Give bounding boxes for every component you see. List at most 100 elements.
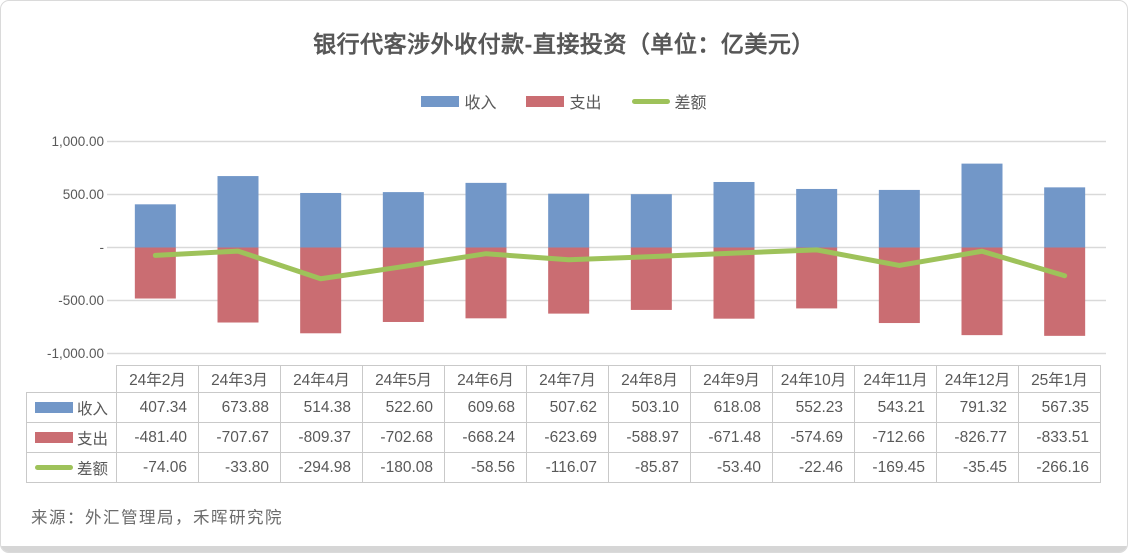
value-cell: -707.67 — [198, 422, 281, 453]
data-table-wrap: 24年2月 24年3月 24年4月 24年5月 24年6月 24年7月 24年8月 24年9月… — [26, 365, 1101, 483]
value-cell: -809.37 — [280, 422, 363, 453]
table-row: 收入 407.34 673.88 514.38 522.60 609.68 507.62 50… — [26, 392, 1101, 423]
value-cell: -180.08 — [362, 452, 445, 483]
expense-bar — [1044, 247, 1086, 336]
month-header-cell: 24年8月 — [608, 365, 691, 393]
value-cell: -33.80 — [198, 452, 281, 483]
income-bar — [134, 204, 176, 248]
value-cell: 522.60 — [362, 392, 445, 423]
value-cell: 791.32 — [936, 392, 1019, 423]
month-header-cell: 24年9月 — [690, 365, 773, 393]
income-bar — [961, 163, 1003, 248]
card-bottom-bar — [1, 546, 1127, 552]
value-cell: -53.40 — [690, 452, 773, 483]
line-swatch-icon — [34, 465, 73, 470]
value-cell: -22.46 — [772, 452, 855, 483]
income-bar — [796, 188, 838, 248]
value-cell: -74.06 — [116, 452, 199, 483]
bar-swatch-icon — [34, 402, 73, 413]
table-row: 差额 -74.06 -33.80 -294.98 -180.08 -58.56 -116.0… — [26, 452, 1101, 483]
balance-swatch-icon — [631, 98, 670, 104]
expense-bar — [382, 247, 424, 322]
income-bar — [382, 192, 424, 248]
value-cell: 543.21 — [854, 392, 937, 423]
expense-bar — [713, 247, 755, 319]
source-note: 来源：外汇管理局，禾晖研究院 — [31, 508, 283, 527]
month-header-cell: 25年1月 — [1018, 365, 1101, 393]
value-cell: 503.10 — [608, 392, 691, 423]
month-header-cell: 24年11月 — [854, 365, 937, 393]
income-swatch-icon — [421, 95, 460, 107]
month-header-cell: 24年2月 — [116, 365, 199, 393]
balance-line — [152, 247, 1068, 282]
value-cell: -588.97 — [608, 422, 691, 453]
legend-label: 收入 — [464, 95, 497, 112]
y-tick-label: 1,000.00 — [51, 134, 104, 149]
y-tick-label: - — [100, 240, 105, 255]
income-bar — [878, 189, 920, 248]
row-label: 差额 — [76, 460, 108, 478]
value-cell: 407.34 — [116, 392, 199, 423]
income-bar — [1044, 187, 1086, 248]
value-cell: -266.16 — [1018, 452, 1101, 483]
value-cell: 673.88 — [198, 392, 281, 423]
value-cell: -712.66 — [854, 422, 937, 453]
expense-swatch-icon — [526, 95, 565, 107]
month-header-cell: 24年4月 — [280, 365, 363, 393]
expense-bar — [878, 247, 920, 324]
row-label-cell: 支出 — [26, 422, 117, 453]
value-cell: -833.51 — [1018, 422, 1101, 453]
data-table: 24年2月 24年3月 24年4月 24年5月 24年6月 24年7月 24年8月 24年9月… — [26, 365, 1101, 483]
value-cell: -702.68 — [362, 422, 445, 453]
income-bar — [713, 181, 755, 248]
value-cell: -35.45 — [936, 452, 1019, 483]
expense-bar — [961, 247, 1003, 336]
value-cell: 552.23 — [772, 392, 855, 423]
value-cell: 514.38 — [280, 392, 363, 423]
month-header-cell: 24年12月 — [936, 365, 1019, 393]
legend-item-income: 收入 — [421, 89, 496, 113]
month-header-cell: 24年3月 — [198, 365, 281, 393]
row-label: 收入 — [76, 400, 108, 418]
income-bar — [465, 182, 507, 248]
expense-bar — [465, 247, 507, 319]
value-cell: -574.69 — [772, 422, 855, 453]
income-bar — [630, 194, 672, 248]
value-cell: -668.24 — [444, 422, 527, 453]
income-bar — [548, 193, 590, 248]
legend-item-balance: 差额 — [631, 89, 707, 113]
value-cell: -116.07 — [526, 452, 609, 483]
legend-label: 差额 — [674, 95, 707, 112]
legend-label: 支出 — [569, 95, 602, 112]
value-cell: -826.77 — [936, 422, 1019, 453]
month-header-cell: 24年10月 — [772, 365, 855, 393]
row-label-cell: 收入 — [26, 392, 117, 423]
value-cell: -481.40 — [116, 422, 199, 453]
y-tick-label: 500.00 — [63, 187, 104, 202]
value-cell: -623.69 — [526, 422, 609, 453]
month-header-cell: 24年5月 — [362, 365, 445, 393]
bar-swatch-icon — [34, 432, 73, 443]
chart-legend: 收入 支出 差额 — [1, 89, 1127, 113]
y-tick-label: -500.00 — [58, 293, 104, 308]
value-cell: -294.98 — [280, 452, 363, 483]
value-cell: 609.68 — [444, 392, 527, 423]
legend-item-expense: 支出 — [526, 89, 602, 113]
value-cell: 507.62 — [526, 392, 609, 423]
month-header-cell: 24年7月 — [526, 365, 609, 393]
expense-bar — [217, 247, 259, 323]
expense-bar — [300, 247, 342, 334]
expense-bar — [796, 247, 838, 309]
value-cell: 567.35 — [1018, 392, 1101, 423]
value-cell: -85.87 — [608, 452, 691, 483]
value-cell: -169.45 — [854, 452, 937, 483]
row-label-cell: 差额 — [26, 452, 117, 483]
value-cell: -671.48 — [690, 422, 773, 453]
chart-plot: 1,000.00 500.00 - -500.00 -1,000.00 — [47, 134, 1106, 361]
table-corner-cell — [27, 366, 117, 393]
chart-title: 银行代客涉外收付款-直接投资（单位：亿美元） — [313, 31, 815, 57]
month-header-cell: 24年6月 — [444, 365, 527, 393]
value-cell: 618.08 — [690, 392, 773, 423]
income-bar — [217, 176, 259, 248]
table-row: 支出 -481.40 -707.67 -809.37 -702.68 -668.24 -62… — [26, 422, 1101, 453]
